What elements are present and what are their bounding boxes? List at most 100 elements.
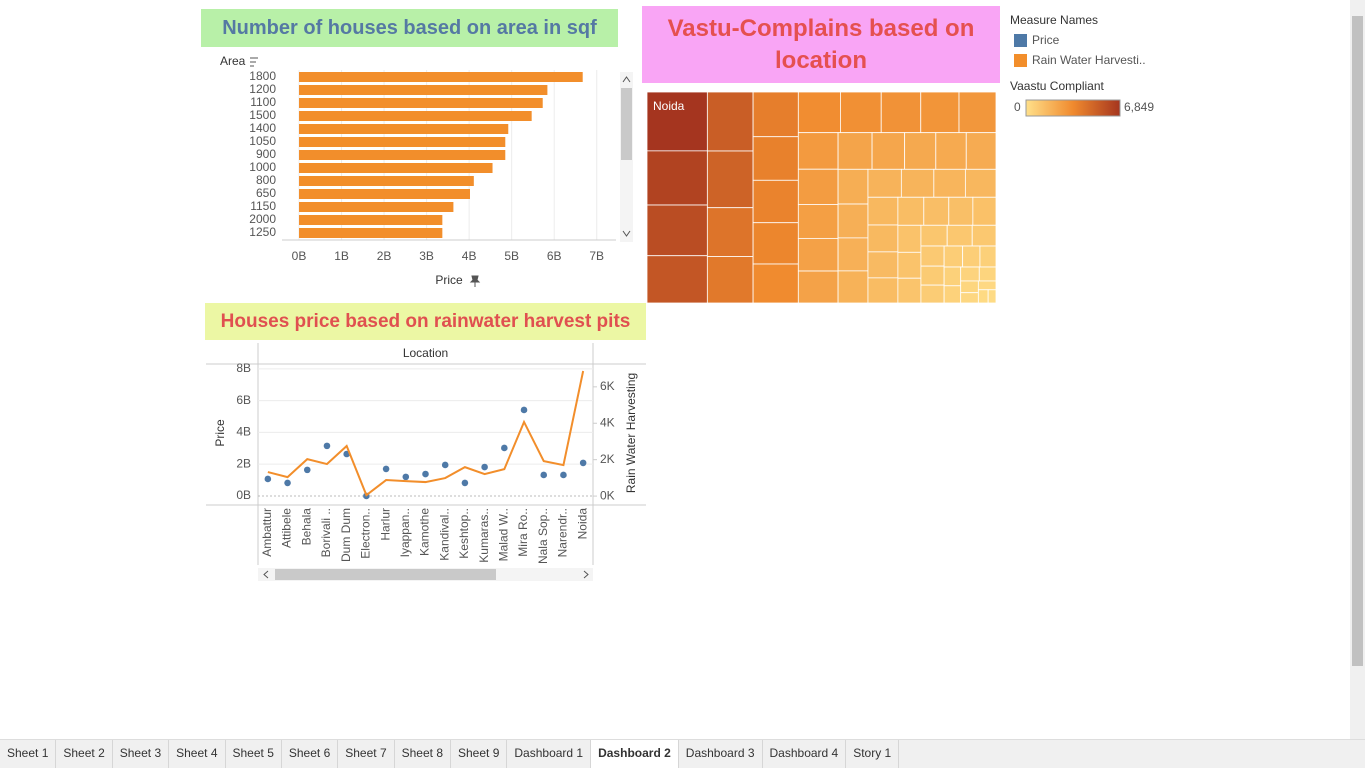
tab[interactable]: Dashboard 3	[679, 740, 763, 768]
bar	[299, 72, 583, 82]
point	[303, 466, 311, 474]
treemap-cell	[897, 251, 922, 279]
scroll-up[interactable]	[622, 76, 631, 83]
treemap-cell	[840, 91, 882, 134]
treemap-cell	[948, 196, 974, 226]
h-scroll-thumb[interactable]	[275, 569, 496, 580]
treemap-cell	[943, 245, 964, 268]
y-tick-label: 900	[256, 147, 276, 161]
treemap-cell	[900, 168, 935, 198]
point	[560, 471, 567, 479]
page-scroll-thumb[interactable]	[1352, 16, 1363, 666]
tab[interactable]: Sheet 7	[338, 740, 395, 768]
bar	[299, 98, 543, 108]
sheet-tabs: Sheet 1 Sheet 2 Sheet 3 Sheet 4 Sheet 5 Sheet…	[0, 739, 1365, 768]
tab[interactable]: Sheet 3	[113, 740, 170, 768]
scroll-down[interactable]	[622, 230, 631, 237]
treemap-cell	[960, 280, 979, 294]
treemap-cell	[978, 266, 997, 282]
scroll-left[interactable]	[263, 570, 269, 579]
x-tick-label: Kandival..	[437, 508, 451, 561]
bar-title: Number of houses based on area in sqf	[201, 9, 618, 47]
tab[interactable]: Sheet 8	[395, 740, 451, 768]
scroll-right[interactable]	[583, 570, 589, 579]
x-axis-label: Price	[435, 273, 463, 287]
tab[interactable]: Dashboard 1	[507, 740, 592, 768]
y-tick-label: 1100	[250, 95, 276, 109]
y-tick-label: 2B	[236, 456, 251, 470]
treemap-cell	[977, 280, 997, 291]
treemap-cell	[837, 132, 873, 170]
x-tick-label: 5B	[504, 249, 519, 263]
tab[interactable]: Dashboard 2	[591, 740, 679, 768]
y-tick-label: 1200	[249, 82, 276, 96]
treemap-cell	[706, 91, 754, 152]
treemap-cell	[646, 204, 708, 257]
point	[579, 459, 587, 467]
treemap-cell	[837, 203, 869, 239]
x-tick-label: Mira Ro..	[516, 508, 530, 557]
tab[interactable]: Dashboard 4	[763, 740, 847, 768]
tab[interactable]: Story 1	[846, 740, 900, 768]
y2-axis-label: Rain Water Harvesting	[624, 373, 638, 493]
y-tick-label: 1800	[249, 69, 276, 83]
treemap-cell	[943, 266, 962, 287]
x-tick-label: 4B	[462, 249, 477, 263]
tab[interactable]: Sheet 6	[282, 740, 339, 768]
point	[284, 479, 291, 487]
treemap-cell	[962, 245, 981, 268]
treemap-cell	[920, 224, 948, 247]
x-tick-label: Nala Sop..	[536, 508, 550, 564]
treemap-cell	[797, 204, 839, 239]
y-tick-label: 2000	[249, 212, 276, 226]
bar	[299, 163, 493, 173]
x-tick-label: 0B	[292, 249, 307, 263]
bar	[299, 150, 506, 160]
treemap-cell	[797, 132, 839, 170]
treemap-cell	[880, 91, 922, 134]
color-tick-label: 6,849	[1124, 100, 1154, 114]
legend-swatch	[1014, 34, 1027, 47]
treemap-cell	[867, 277, 899, 304]
y-axis-label: Area	[220, 54, 246, 68]
treemap-cell	[920, 91, 960, 134]
bar	[299, 124, 509, 134]
tab[interactable]: Sheet 2	[56, 740, 113, 768]
tab[interactable]: Sheet 4	[169, 740, 226, 768]
x-tick-label: Harlur	[378, 508, 392, 541]
tab[interactable]: Sheet 9	[451, 740, 508, 768]
x-tick-label: Narendr..	[556, 508, 570, 557]
y-tick-label: 6B	[236, 393, 251, 407]
y-tick-label: 1050	[249, 134, 276, 148]
x-tick-label: Keshtop..	[457, 508, 471, 559]
treemap-cell	[837, 237, 869, 272]
point	[402, 473, 410, 481]
treemap-cell	[935, 132, 967, 170]
treemap-cell	[977, 289, 989, 304]
scroll-thumb[interactable]	[621, 88, 632, 160]
x-axis-header: Location	[403, 346, 448, 360]
sort-icon[interactable]	[250, 57, 258, 67]
tab[interactable]: Sheet 1	[0, 740, 57, 768]
legend-label: Price	[1032, 33, 1060, 47]
y-tick-label: 1250	[249, 225, 276, 239]
treemap-cell	[837, 168, 869, 205]
treemap-cell	[923, 196, 950, 226]
treemap-cell	[960, 266, 980, 282]
treemap-cell	[706, 150, 754, 209]
point	[422, 470, 429, 478]
treemap-cell	[837, 270, 869, 304]
bar	[299, 189, 470, 199]
color-tick-label: 0	[1014, 100, 1021, 114]
tab[interactable]: Sheet 5	[226, 740, 282, 768]
bar	[299, 228, 443, 238]
treemap-cell	[797, 168, 839, 205]
pin-icon	[469, 275, 481, 287]
treemap-cell	[867, 224, 899, 253]
point	[323, 442, 331, 450]
combo-title: Houses price based on rainwater harvest …	[205, 303, 646, 340]
x-tick-label: Dum Dum	[339, 508, 353, 562]
x-tick-label: Ambattur	[260, 508, 274, 557]
x-tick-label: Attibele	[280, 508, 294, 548]
y2-tick-label: 6K	[600, 379, 615, 393]
